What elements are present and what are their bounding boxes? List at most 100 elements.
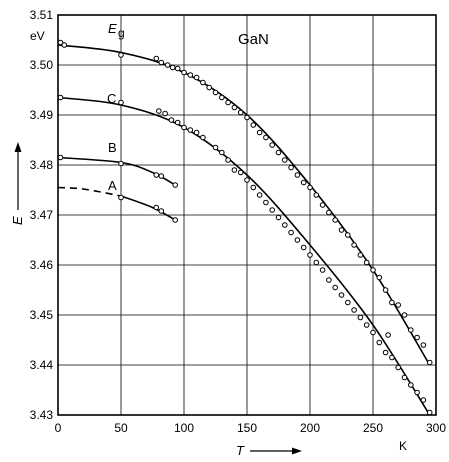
series-e-point-23	[275, 149, 282, 156]
series-c-point-42	[408, 382, 414, 388]
series-c-point-40	[395, 364, 402, 371]
x-axis-label: T	[236, 443, 302, 458]
series-e-point-7	[174, 65, 181, 72]
series-e-point-45	[414, 334, 420, 341]
series-e-point-6	[169, 64, 176, 71]
series-e-point-44	[408, 327, 414, 333]
series-c-point-34	[363, 322, 370, 328]
series-e-point-39	[376, 274, 383, 281]
series-c-point-8	[193, 129, 200, 136]
series-c-point-24	[300, 244, 307, 251]
series-e-line	[57, 44, 431, 366]
series-e-point-11	[200, 79, 206, 86]
series-e-point-27	[300, 179, 307, 186]
series-e-point-30	[319, 202, 326, 208]
series-e-point-38	[370, 267, 376, 273]
series-c-point-29	[332, 284, 339, 291]
series-e-point-43	[401, 312, 408, 318]
series-e-point-26	[294, 172, 301, 178]
series-e-point-16	[231, 104, 238, 111]
series-e-point-25	[288, 164, 294, 171]
series-c-point-41	[401, 374, 408, 381]
series-c-point-2	[156, 108, 162, 114]
x-tick-label-4: 200	[300, 421, 320, 435]
series-e-point-3	[153, 55, 160, 62]
series-e-point-9	[187, 72, 194, 78]
y-tick-labels: 3.43 3.44 3.45 3.46 3.47 3.48 3.49 3.50 3.51	[30, 8, 54, 422]
series-e-point-32	[332, 217, 339, 223]
series-e-point-29	[313, 192, 320, 198]
series-label-e-subscript: g	[118, 26, 125, 40]
x-tick-labels: 0 50 100 150 200 250 300	[55, 421, 447, 435]
series-label-c: C	[107, 91, 116, 106]
series-c-point-39	[389, 354, 395, 361]
y-tick-label-5: 3.48	[30, 158, 54, 172]
series-c-point-33	[357, 314, 364, 321]
series-c-point-19	[269, 207, 276, 213]
y-tick-label-8: 3.51	[30, 8, 54, 22]
series-e-point-4	[158, 59, 165, 66]
series-c-point-37	[382, 349, 389, 356]
series-c-line	[57, 96, 431, 416]
y-tick-label-3: 3.46	[30, 258, 54, 272]
y-axis-arrowhead	[14, 142, 22, 152]
series-c-point-44	[420, 397, 427, 403]
y-axis-label: E	[10, 142, 25, 225]
plot-frame	[57, 14, 437, 416]
x-unit: K	[399, 439, 407, 453]
series-b-point-1	[118, 160, 124, 167]
series-e-point-42	[395, 302, 402, 308]
series-e-point-5	[164, 62, 171, 68]
series-e-point-8	[181, 69, 187, 76]
series-c-point-17	[256, 192, 263, 198]
series-c-point-28	[326, 277, 332, 283]
series-c-point-25	[307, 252, 313, 258]
series-c-point-21	[282, 222, 288, 228]
series-c-point-13	[231, 167, 238, 173]
series-e-point-41	[389, 299, 395, 306]
series-label-e: E	[108, 21, 117, 36]
series-b-point-2	[153, 172, 160, 178]
series-e-point-12	[206, 84, 212, 91]
series-e-point-2	[118, 52, 124, 58]
series-a-line	[120, 195, 176, 221]
series-e-point-24	[282, 157, 288, 163]
x-tick-label-2: 100	[174, 421, 194, 435]
x-tick-label-5: 250	[363, 421, 383, 435]
series-e-point-28	[307, 184, 313, 191]
series-a-point-0	[118, 194, 124, 201]
series-e-point-40	[382, 287, 389, 293]
x-tick-label-1: 50	[114, 421, 128, 435]
y-tick-label-1: 3.44	[30, 358, 54, 372]
series-c-point-10	[212, 144, 219, 151]
series-c-point-36	[376, 339, 383, 346]
series-label-a: A	[108, 178, 117, 193]
y-unit: eV	[30, 29, 45, 43]
x-tick-label-0: 0	[55, 421, 62, 435]
series-c-point-30	[338, 292, 345, 298]
y-axis-label-text: E	[10, 216, 25, 225]
series-e-point-47	[426, 359, 433, 366]
series-c-point-0	[57, 94, 64, 101]
series-e-point-20	[256, 129, 263, 136]
x-axis-label-text: T	[236, 443, 245, 458]
x-tick-label-3: 150	[237, 421, 257, 435]
series-e-point-31	[326, 209, 332, 216]
series-e-point-34	[345, 232, 351, 238]
series-c-point-45	[426, 409, 433, 416]
y-tick-label-4: 3.47	[30, 208, 54, 222]
series-c-point-31	[345, 299, 351, 306]
series-e-point-46	[420, 342, 427, 348]
series-b-point-0	[57, 154, 64, 161]
series-c-point-9	[200, 134, 206, 141]
y-tick-label-6: 3.49	[30, 108, 54, 122]
series-c-point-23	[294, 237, 301, 243]
series-c-point-1	[118, 99, 124, 106]
series-e-point-13	[212, 89, 219, 96]
series-c-point-3	[162, 110, 168, 117]
series-e-point-15	[225, 99, 231, 106]
series-c-point-15	[244, 177, 250, 183]
series-b-point-4	[172, 182, 178, 188]
series-c-point-27	[319, 267, 326, 273]
series-e-point-37	[363, 259, 370, 266]
